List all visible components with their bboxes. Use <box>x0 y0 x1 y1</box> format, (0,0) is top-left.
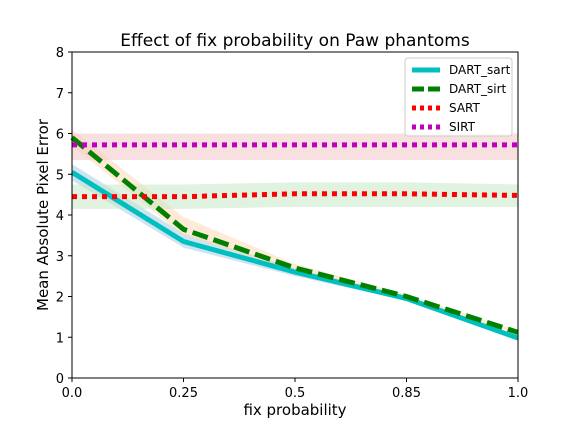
x-tick-label: 0.85 <box>392 386 421 401</box>
y-tick-label: 2 <box>56 291 64 306</box>
y-tick-label: 1 <box>56 331 64 346</box>
x-tick-label: 0.5 <box>285 386 306 401</box>
legend: DART_sart DART_sirt SART SIRT <box>404 57 513 137</box>
x-tick-label: 0.0 <box>62 386 83 401</box>
x-tick-label: 1.0 <box>508 386 529 401</box>
series-line-dart-sirt <box>70 135 519 335</box>
y-tick-label: 4 <box>56 209 64 224</box>
y-tick-label: 0 <box>56 372 64 387</box>
legend-box <box>404 57 513 137</box>
series-line-dart-sart <box>70 170 519 341</box>
y-tick-label: 3 <box>56 250 64 265</box>
legend-label: DART_sart <box>449 63 511 77</box>
legend-label: SIRT <box>449 120 476 134</box>
series-line-sart <box>72 191 519 200</box>
x-tick-label: 0.25 <box>169 386 198 401</box>
y-tick-label: 7 <box>56 87 64 102</box>
confidence-bands <box>72 129 518 340</box>
y-tick-label: 6 <box>56 128 64 143</box>
y-tick-label: 5 <box>56 168 64 183</box>
legend-label: DART_sirt <box>449 82 507 96</box>
x-axis: 0.0 0.25 0.5 0.85 1.0 <box>62 378 529 401</box>
series-lines <box>70 135 519 341</box>
x-axis-label: fix probability <box>243 401 346 419</box>
chart-title: Effect of fix probability on Paw phantom… <box>120 31 470 51</box>
y-axis-label: Mean Absolute Pixel Error <box>34 118 52 311</box>
y-tick-label: 8 <box>56 46 64 61</box>
legend-label: SART <box>449 101 481 115</box>
y-axis: 0 1 2 3 4 5 6 7 8 <box>56 46 72 387</box>
band-dart-sirt <box>72 129 518 334</box>
